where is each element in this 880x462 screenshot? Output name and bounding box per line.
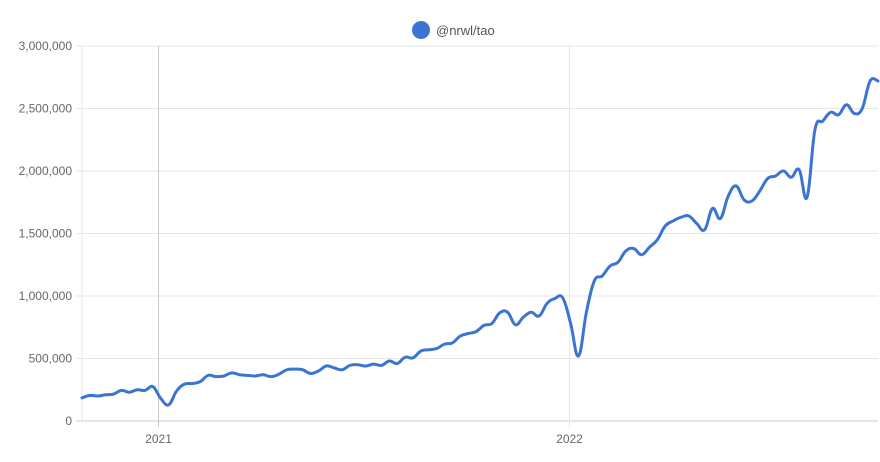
y-tick-label: 1,500,000 (19, 227, 73, 241)
y-tick-label: 0 (65, 414, 72, 428)
y-tick-label: 3,000,000 (19, 39, 73, 53)
y-tick-label: 1,000,000 (19, 289, 73, 303)
legend-swatch[interactable] (412, 21, 430, 39)
axes: 0 500,000 1,000,000 1,500,000 2,000,000 2,500… (19, 39, 584, 446)
series-line-nrwl-tao[interactable] (80, 77, 880, 407)
grid-lines (76, 45, 878, 427)
x-tick-label: 2021 (145, 432, 172, 446)
series-layer[interactable] (80, 77, 880, 407)
y-tick-label: 500,000 (29, 352, 73, 366)
y-tick-label: 2,000,000 (19, 164, 73, 178)
x-tick-label: 2022 (556, 432, 583, 446)
legend-label[interactable]: @nrwl/tao (436, 23, 495, 38)
y-tick-label: 2,500,000 (19, 102, 73, 116)
legend[interactable]: @nrwl/tao (412, 21, 495, 39)
